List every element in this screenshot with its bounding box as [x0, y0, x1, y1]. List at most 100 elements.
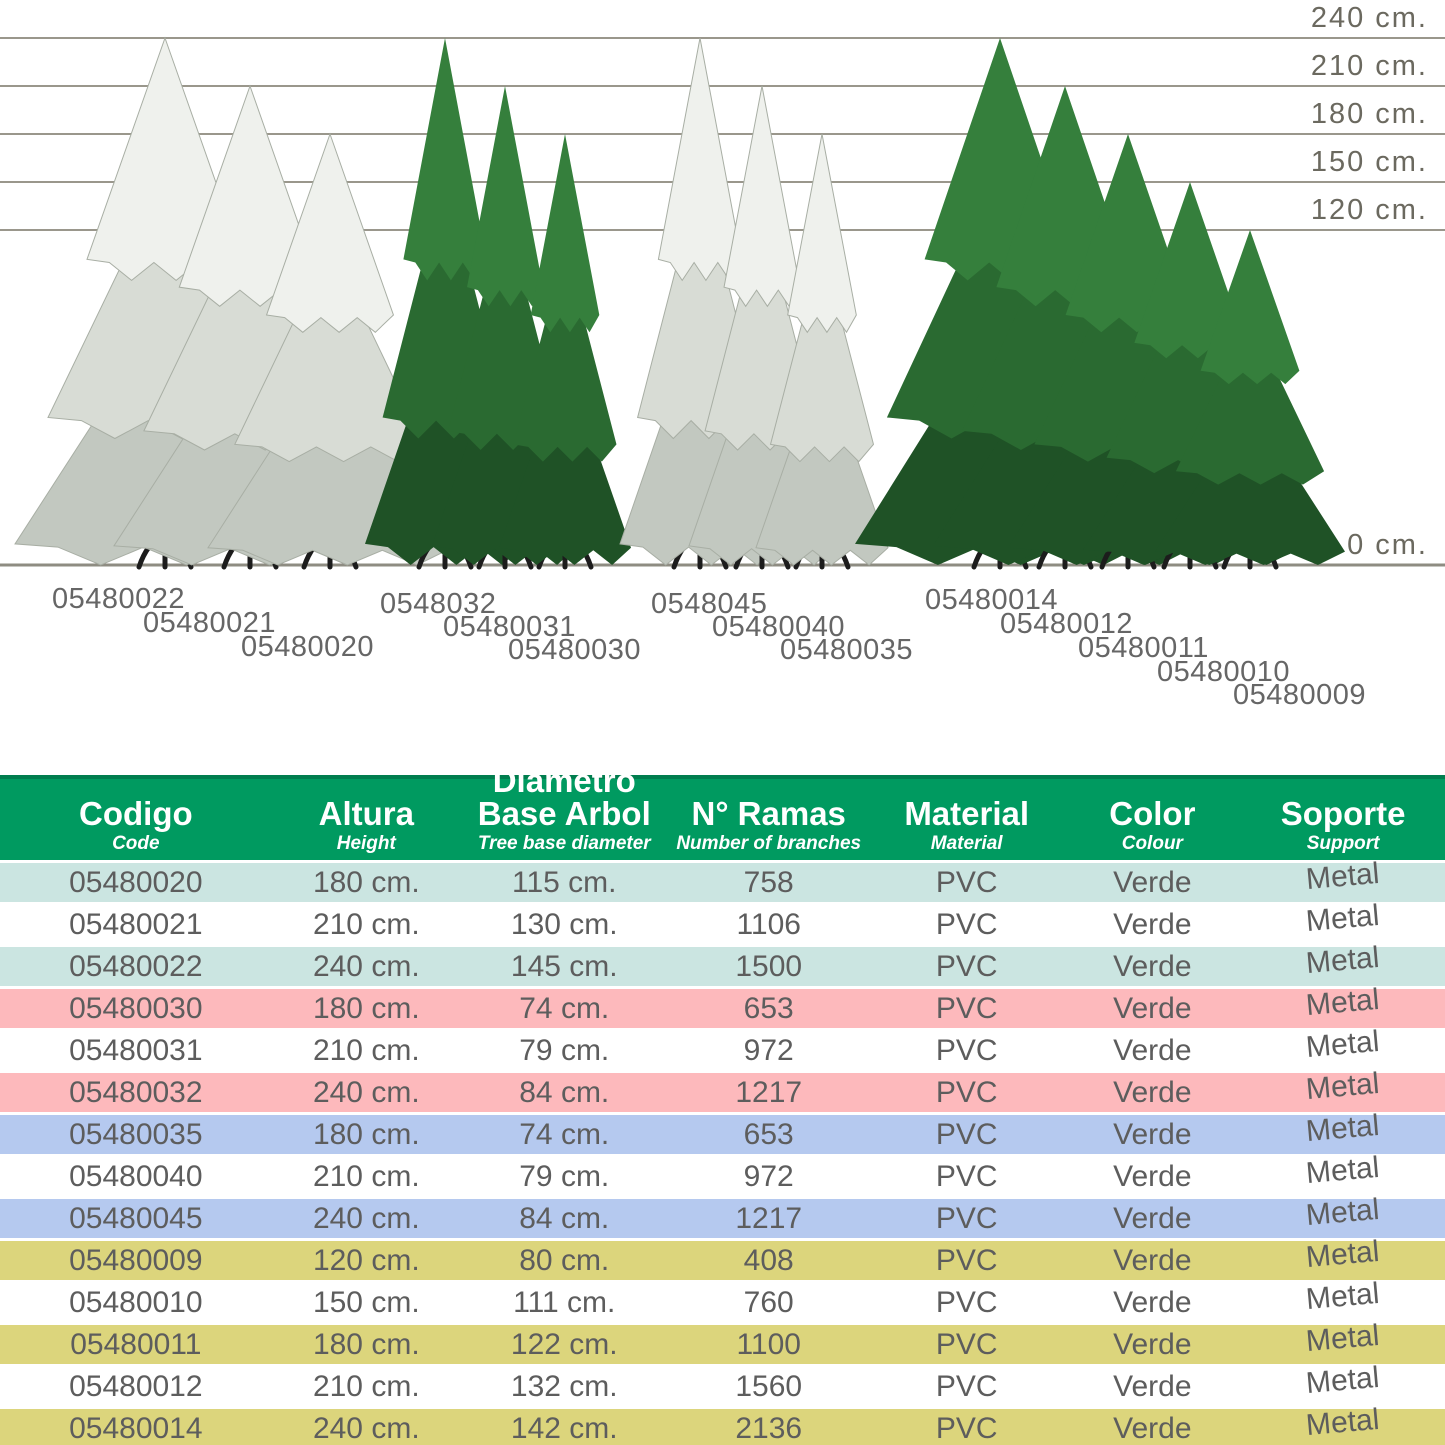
tree-code-label: 05480012	[1000, 608, 1134, 640]
column-header-ramas: N° Ramas Number of branches	[667, 775, 870, 863]
table-cell-color: Verde	[1063, 1325, 1242, 1367]
table-cell-diametro: 74 cm.	[460, 1115, 668, 1157]
table-cell-codigo: 05480040	[0, 1157, 272, 1199]
table-cell-diametro: 80 cm.	[460, 1241, 668, 1283]
table-cell-value: Metal	[1305, 1192, 1382, 1232]
table-cell-altura: 210 cm.	[271, 1157, 461, 1199]
table-cell-codigo: 05480011	[0, 1325, 272, 1367]
table-cell-color: Verde	[1063, 1157, 1242, 1199]
column-header-wrap: Material Material	[870, 779, 1064, 860]
column-header-label: Diametro Base Arbol	[477, 762, 651, 832]
table-row: 05480020 180 cm. 115 cm. 758 PVC Verde Metal	[0, 856, 1445, 905]
tree-code-label: 05480031	[443, 611, 577, 643]
table-cell-diametro: 79 cm.	[460, 1031, 668, 1073]
table-cell-material: PVC	[869, 1409, 1064, 1445]
table-cell-value: Metal	[1305, 1402, 1382, 1442]
table-cell-diametro: 74 cm.	[460, 989, 668, 1031]
table-cell-material: PVC	[869, 1157, 1064, 1199]
table-cell-ramas: 972	[667, 1031, 870, 1073]
table-cell-ramas: 1106	[667, 905, 870, 947]
column-header-label-line: Base Arbol	[477, 794, 651, 832]
table-cell-ramas: 1100	[667, 1325, 870, 1367]
table-cell-codigo: 05480010	[0, 1283, 272, 1325]
column-header-label: Altura	[318, 794, 414, 832]
table-cell-value: Metal	[1305, 1066, 1382, 1106]
tree-foliage-tier	[265, 132, 395, 333]
height-label: 240 cm.	[1310, 2, 1428, 34]
table-cell-ramas: 1217	[667, 1199, 870, 1241]
tree-foliage-tier	[755, 356, 889, 566]
table-cell-value: Metal	[1305, 1234, 1382, 1274]
column-header-label-line: Altura	[318, 794, 414, 832]
table-cell-value: Metal	[1305, 898, 1382, 938]
tree-05480009	[1155, 230, 1345, 570]
tree-foliage-tier	[657, 37, 743, 282]
table-cell-material: PVC	[869, 1199, 1064, 1241]
tree-code-label: 05480022	[52, 583, 186, 615]
tree-foliage-tier	[769, 244, 875, 463]
table-cell-value: Metal	[1305, 940, 1382, 980]
column-header-diametro: Diametro Base Arbol Tree base diameter	[460, 764, 668, 863]
table-cell-color: Verde	[1063, 989, 1242, 1031]
table-cell-soporte: Metal	[1241, 856, 1445, 905]
tree-group-green-pencil	[365, 38, 631, 570]
table-cell-altura: 210 cm.	[271, 905, 461, 947]
tree-code-label: 05480020	[241, 631, 375, 663]
height-label: 150 cm.	[1310, 146, 1428, 178]
column-header-wrap: N° Ramas Number of branches	[668, 779, 870, 860]
table-cell-soporte: Metal	[1241, 1318, 1445, 1367]
column-header-label-line: Soporte	[1280, 794, 1406, 832]
product-table: Codigo Code Altura Height Diametro Base Arbol…	[0, 764, 1445, 1445]
table-row: 05480011 180 cm. 122 cm. 1100 PVC Verde Metal	[0, 1318, 1445, 1367]
column-header-subtitle: Tree base diameter	[477, 833, 651, 854]
column-header-subtitle: Colour	[1121, 833, 1183, 854]
table-row: 05480032 240 cm. 84 cm. 1217 PVC Verde Metal	[0, 1066, 1445, 1115]
table-cell-value: Metal	[1305, 1276, 1382, 1316]
tree-code-label: 05480014	[925, 584, 1059, 616]
table-cell-material: PVC	[869, 1073, 1064, 1115]
table-cell-soporte: Metal	[1241, 1024, 1445, 1073]
tree-foliage-tier	[1175, 317, 1325, 485]
tree-code-label: 05480021	[143, 607, 277, 639]
table-row: 05480021 210 cm. 130 cm. 1106 PVC Verde Metal	[0, 898, 1445, 947]
table-cell-material: PVC	[869, 1241, 1064, 1283]
table-cell-material: PVC	[869, 863, 1064, 905]
table-cell-color: Verde	[1063, 1283, 1242, 1325]
tree-foliage-tier	[1134, 182, 1246, 359]
table-cell-diametro: 115 cm.	[460, 863, 668, 905]
table-cell-altura: 150 cm.	[271, 1283, 461, 1325]
table-cell-altura: 180 cm.	[271, 1325, 461, 1367]
table-cell-color: Verde	[1063, 1241, 1242, 1283]
table-cell-color: Verde	[1063, 1073, 1242, 1115]
table-row: 05480035 180 cm. 74 cm. 653 PVC Verde Metal	[0, 1108, 1445, 1157]
table-cell-codigo: 05480030	[0, 989, 272, 1031]
table-cell-soporte: Metal	[1241, 982, 1445, 1031]
column-header-label-line: Diametro	[492, 762, 636, 800]
table-cell-soporte: Metal	[1241, 1108, 1445, 1157]
column-header-label: Color	[1109, 797, 1195, 830]
tree-code-label: 05480011	[1078, 632, 1209, 664]
table-cell-color: Verde	[1063, 1367, 1242, 1409]
table-row: 05480031 210 cm. 79 cm. 972 PVC Verde Metal	[0, 1024, 1445, 1073]
table-row: 05480009 120 cm. 80 cm. 408 PVC Verde Metal	[0, 1234, 1445, 1283]
table-cell-ramas: 758	[667, 863, 870, 905]
tree-foliage-tier	[513, 246, 617, 462]
table-row: 05480030 180 cm. 74 cm. 653 PVC Verde Metal	[0, 982, 1445, 1031]
table-cell-codigo: 05480009	[0, 1241, 272, 1283]
table-cell-value: Metal	[1305, 1108, 1382, 1148]
tree-code-label: 05480030	[508, 634, 642, 666]
tree-05480030	[499, 134, 631, 570]
column-header-wrap: Soporte Support	[1241, 779, 1445, 860]
table-cell-altura: 180 cm.	[271, 863, 461, 905]
table-cell-ramas: 1500	[667, 947, 870, 989]
tree-05480035	[755, 133, 889, 570]
column-header-label: Soporte	[1280, 794, 1406, 832]
height-label: 180 cm.	[1310, 98, 1428, 130]
column-header-label-line: Material	[904, 794, 1030, 832]
tree-code-label: 05480040	[712, 611, 846, 643]
column-header-label: N° Ramas	[691, 797, 845, 830]
column-header-codigo: Codigo Code	[0, 775, 272, 863]
tree-code-label: 05480009	[1233, 679, 1367, 711]
table-cell-color: Verde	[1063, 905, 1242, 947]
